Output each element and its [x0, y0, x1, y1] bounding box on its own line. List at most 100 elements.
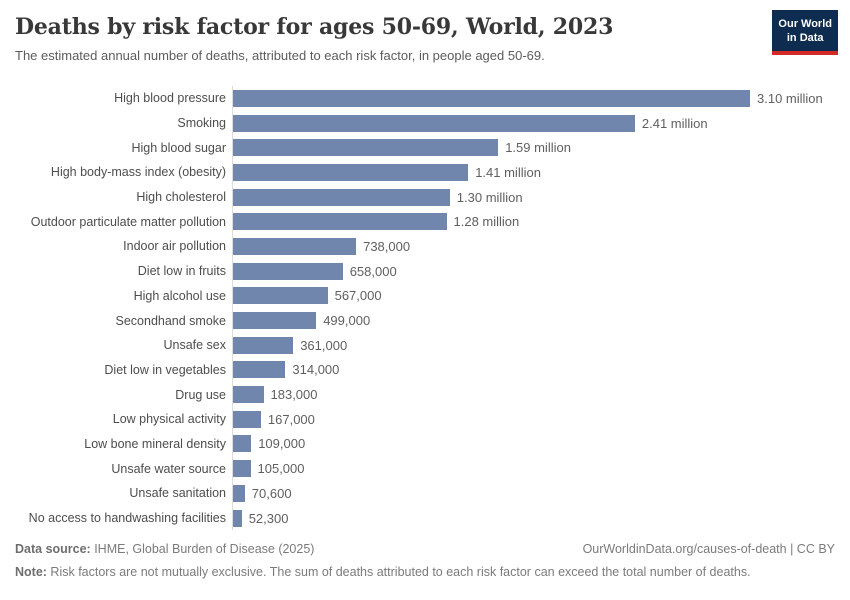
bar-label: High body-mass index (obesity) — [50, 165, 226, 180]
bar-row: High blood sugar 1.59 million — [15, 135, 835, 161]
note-text: Risk factors are not mutually exclusive.… — [46, 565, 751, 579]
bar-row: Low physical activity 167,000 — [15, 406, 835, 432]
bar-value: 1.59 million — [505, 140, 571, 156]
bar-row: Drug use 183,000 — [15, 382, 835, 407]
bar[interactable] — [233, 213, 447, 231]
bar-track: 314,000 — [232, 357, 835, 383]
bar-row: No access to handwashing facilities 52,30… — [15, 505, 835, 531]
bar-track: 361,000 — [232, 332, 835, 358]
bar-value: 109,000 — [258, 436, 306, 452]
bar-label: Unsafe sanitation — [129, 486, 226, 501]
bar-track: 167,000 — [232, 406, 835, 432]
bar-label: High cholesterol — [136, 190, 226, 205]
bar-label: Diet low in fruits — [137, 264, 226, 279]
bar-row: Indoor air pollution 738,000 — [15, 234, 835, 259]
bar-row: Secondhand smoke 499,000 — [15, 308, 835, 333]
bar-track: 1.30 million — [232, 184, 835, 210]
bar-value: 567,000 — [334, 288, 382, 304]
bar-value: 167,000 — [267, 411, 315, 427]
bar[interactable] — [233, 361, 286, 379]
bar-value: 183,000 — [270, 387, 318, 403]
bar-value: 1.30 million — [456, 189, 523, 205]
bar[interactable] — [233, 163, 469, 181]
bar[interactable] — [233, 484, 245, 502]
bar-track: 3.10 million — [232, 86, 835, 111]
bar-track: 567,000 — [232, 283, 835, 309]
bar-value: 2.41 million — [641, 115, 708, 131]
bar-row: Low bone mineral density 109,000 — [15, 431, 835, 457]
bar-track: 2.41 million — [232, 110, 835, 136]
bar-track: 183,000 — [232, 382, 835, 407]
bar-value: 658,000 — [349, 263, 397, 279]
bar-label: Secondhand smoke — [115, 313, 227, 328]
bar-label: High blood pressure — [114, 91, 226, 106]
bar-track: 738,000 — [232, 234, 835, 259]
data-source-label: Data source: — [15, 542, 91, 556]
page-title: Deaths by risk factor for ages 50-69, Wo… — [15, 14, 614, 40]
bar-row: High body-mass index (obesity) 1.41 milli… — [15, 160, 835, 185]
bar-value: 3.10 million — [757, 90, 823, 106]
bar-chart: High blood pressure 3.10 million Smoking 2.… — [15, 86, 835, 531]
bar-track: 105,000 — [232, 456, 835, 481]
bar-row: Smoking 2.41 million — [15, 110, 835, 136]
bar-value: 499,000 — [323, 313, 371, 329]
bar[interactable] — [233, 287, 328, 305]
footer-row-sources: Data source: IHME, Global Burden of Dise… — [15, 542, 835, 556]
chart-subtitle: The estimated annual number of deaths, a… — [15, 48, 545, 64]
bar-value: 314,000 — [292, 362, 340, 378]
bar-value: 738,000 — [363, 238, 411, 254]
bar[interactable] — [233, 237, 357, 255]
bar-row: High alcohol use 567,000 — [15, 283, 835, 309]
bar-value: 1.28 million — [453, 214, 520, 230]
bar-track: 499,000 — [232, 308, 835, 333]
bar-label: Low physical activity — [112, 412, 226, 427]
bar[interactable] — [233, 262, 343, 280]
bar-track: 1.59 million — [232, 135, 835, 161]
bar[interactable] — [233, 509, 242, 527]
bar-value: 52,300 — [248, 510, 289, 526]
bar-track: 52,300 — [232, 505, 835, 531]
bar[interactable] — [233, 312, 317, 330]
data-source: Data source: IHME, Global Burden of Dise… — [15, 542, 314, 556]
bar-value: 361,000 — [300, 337, 348, 353]
bar-label: Low bone mineral density — [84, 436, 226, 451]
bar[interactable] — [233, 410, 261, 428]
bar-track: 658,000 — [232, 258, 835, 284]
bar[interactable] — [233, 139, 499, 157]
bar-label: Unsafe sex — [163, 338, 226, 353]
bar-row: High blood pressure 3.10 million — [15, 86, 835, 111]
owid-logo[interactable]: Our World in Data — [772, 10, 838, 55]
bar[interactable] — [233, 460, 251, 478]
bar-label: Indoor air pollution — [123, 239, 226, 254]
bar-row: Unsafe water source 105,000 — [15, 456, 835, 481]
owid-logo-line2: in Data — [786, 32, 824, 45]
bar-label: High blood sugar — [131, 140, 226, 155]
footer-note: Note: Risk factors are not mutually excl… — [15, 565, 835, 579]
bar[interactable] — [233, 114, 635, 132]
bar-value: 1.41 million — [475, 164, 541, 180]
bar-label: Drug use — [175, 387, 226, 402]
owid-url-link[interactable]: OurWorldinData.org/causes-of-death | CC … — [582, 542, 835, 556]
bar-label: High alcohol use — [133, 288, 226, 303]
bar-row: Diet low in vegetables 314,000 — [15, 357, 835, 383]
bar-row: Outdoor particulate matter pollution 1.28… — [15, 209, 835, 235]
bar[interactable] — [233, 188, 450, 206]
data-source-text: IHME, Global Burden of Disease (2025) — [90, 542, 315, 556]
bar-track: 1.41 million — [232, 160, 835, 185]
bar-label: Smoking — [177, 116, 226, 131]
bar-row: Diet low in fruits 658,000 — [15, 258, 835, 284]
bar-row: Unsafe sex 361,000 — [15, 332, 835, 358]
bar[interactable] — [233, 336, 294, 354]
chart-footer: Data source: IHME, Global Burden of Dise… — [15, 542, 835, 579]
bar-track: 70,600 — [232, 481, 835, 506]
bar[interactable] — [233, 435, 252, 453]
bar-value: 105,000 — [257, 461, 305, 477]
bar-row: High cholesterol 1.30 million — [15, 184, 835, 210]
bar[interactable] — [233, 89, 750, 107]
bar-row: Unsafe sanitation 70,600 — [15, 481, 835, 506]
bar-label: Diet low in vegetables — [104, 362, 226, 377]
bar-label: No access to handwashing facilities — [28, 511, 226, 526]
bar-value: 70,600 — [251, 485, 292, 501]
chart-header: Deaths by risk factor for ages 50-69, Wo… — [15, 14, 750, 63]
bar[interactable] — [233, 386, 264, 404]
